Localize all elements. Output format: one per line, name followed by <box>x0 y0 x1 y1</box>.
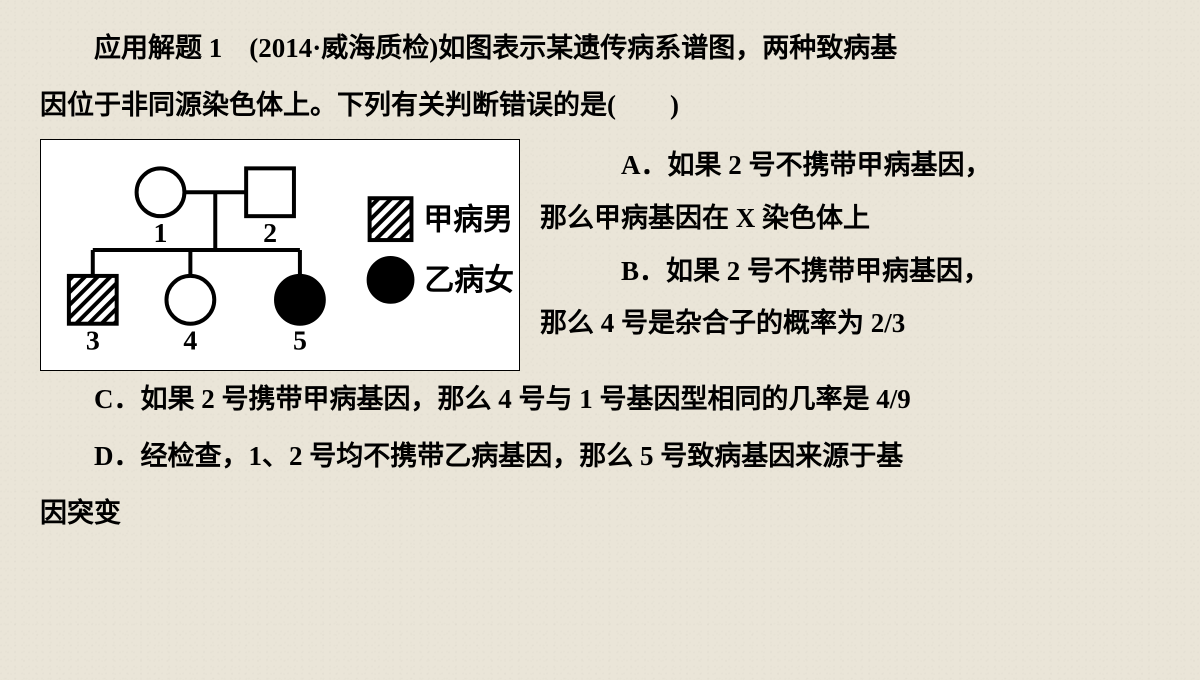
option-b-cont: 那么 4 号是杂合子的概率为 2/3 <box>540 297 1150 350</box>
svg-text:4: 4 <box>183 326 197 357</box>
stem-line-2: 因位于非同源染色体上。下列有关判断错误的是( ) <box>40 77 679 134</box>
stem-line-1: 应用解题 1 (2014·威海质检)如图表示某遗传病系谱图，两种致病基 <box>94 33 897 63</box>
svg-text:乙病女: 乙病女 <box>424 263 514 297</box>
option-c: C．如果 2 号携带甲病基因，那么 4 号与 1 号基因型相同的几率是 4/9 <box>40 371 1150 428</box>
option-d-lead: D．经检查，1、2 号均不携带乙病基因，那么 5 号致病基因来源于基 <box>40 428 1150 485</box>
question-stem: 应用解题 1 (2014·威海质检)如图表示某遗传病系谱图，两种致病基 因位于非… <box>40 20 1150 133</box>
pedigree-svg: 1 2 3 4 5 甲病男乙病女 <box>41 140 519 370</box>
option-a-lead: A．如果 2 号不携带甲病基因， <box>540 139 1150 192</box>
options-right: A．如果 2 号不携带甲病基因， 那么甲病基因在 X 染色体上 B．如果 2 号… <box>540 139 1150 371</box>
options-bottom: C．如果 2 号携带甲病基因，那么 4 号与 1 号基因型相同的几率是 4/9 … <box>40 371 1150 541</box>
option-a-cont: 那么甲病基因在 X 染色体上 <box>540 192 1150 245</box>
option-b-lead: B．如果 2 号不携带甲病基因， <box>540 245 1150 298</box>
svg-text:2: 2 <box>263 218 277 249</box>
svg-text:甲病男: 甲病男 <box>423 204 513 237</box>
diagram-and-options-row: 1 2 3 4 5 甲病男乙病女 A．如果 2 号不携带甲病基因， 那么甲病基因在 X 染… <box>40 139 1150 371</box>
svg-text:3: 3 <box>86 326 100 357</box>
option-d-cont: 因突变 <box>40 485 1150 542</box>
pedigree-diagram: 1 2 3 4 5 甲病男乙病女 <box>40 139 520 371</box>
svg-text:5: 5 <box>293 326 307 357</box>
svg-text:1: 1 <box>154 218 168 249</box>
